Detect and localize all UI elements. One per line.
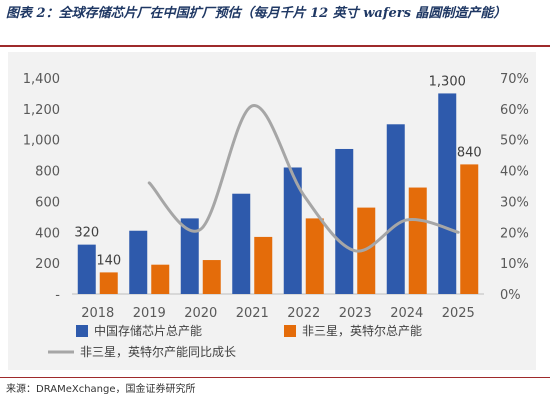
bar-total-2018 (77, 244, 96, 294)
bars-group (77, 93, 479, 295)
right-axis-ticks: 0% 10% 20% 30% 40% 50% 60% 70% (500, 72, 529, 303)
left-tick-label: 1,400 (23, 72, 60, 87)
x-axis-ticks: 2018 2019 2020 2021 2022 2023 2024 2025 (81, 306, 475, 321)
data-label: 140 (96, 253, 121, 268)
x-tick-label: 2022 (287, 306, 320, 321)
right-tick-label: 70% (500, 72, 529, 87)
legend-swatch-0 (76, 325, 88, 337)
legend-swatch-1 (284, 325, 296, 337)
bar-total-2021 (232, 193, 251, 294)
bar-total-2019 (129, 230, 148, 294)
bar-total-2022 (283, 167, 302, 294)
bar-non-samsung-2021 (254, 236, 273, 294)
bar-non-samsung-2024 (408, 187, 427, 294)
left-tick-label: 200 (35, 257, 60, 272)
bar-non-samsung-2025 (460, 164, 479, 294)
x-tick-label: 2021 (236, 306, 269, 321)
bar-non-samsung-2022 (305, 218, 324, 294)
bar-non-samsung-2019 (151, 264, 170, 294)
chart-title: 图表 2：全球存储芯片厂在中国扩厂预估（每月千片 12 英寸 wafers 晶圆… (6, 6, 507, 21)
data-label: 1,300 (429, 74, 466, 89)
x-tick-label: 2018 (81, 306, 114, 321)
right-tick-label: 0% (500, 288, 521, 303)
right-tick-label: 60% (500, 103, 529, 118)
right-tick-label: 20% (500, 226, 529, 241)
right-tick-label: 10% (500, 257, 529, 272)
bar-total-2023 (335, 148, 354, 294)
x-tick-label: 2025 (442, 306, 475, 321)
source-divider (0, 377, 550, 378)
x-tick-label: 2023 (339, 306, 372, 321)
bar-total-2025 (438, 93, 457, 294)
left-tick-label: 1,000 (23, 134, 60, 149)
bar-non-samsung-2020 (202, 260, 221, 294)
title-divider (0, 45, 550, 47)
chart-panel: - 200 400 600 800 1,000 1,200 1,400 0% 10% 20% 30%… (8, 52, 536, 370)
x-tick-label: 2020 (184, 306, 217, 321)
left-tick-label: - (55, 288, 60, 303)
left-axis-ticks: - 200 400 600 800 1,000 1,200 1,400 (23, 72, 61, 303)
data-label: 840 (457, 145, 482, 160)
left-tick-label: 400 (35, 226, 60, 241)
data-labels-group: 320 140 1,300 840 (74, 74, 481, 268)
legend-label-0: 中国存储芯片总产能 (94, 323, 202, 338)
left-tick-label: 800 (35, 165, 60, 180)
data-label: 320 (74, 226, 99, 241)
left-tick-label: 600 (35, 195, 60, 210)
bar-non-samsung-2023 (357, 207, 376, 294)
legend-label-1: 非三星，英特尔总产能 (302, 323, 422, 338)
right-tick-label: 40% (500, 165, 529, 180)
x-tick-label: 2024 (390, 306, 423, 321)
x-tick-label: 2019 (133, 306, 166, 321)
bar-total-2024 (386, 124, 405, 295)
line-series-group (147, 104, 460, 253)
right-tick-label: 30% (500, 195, 529, 210)
source-note: 来源：DRAMeXchange，国金证券研究所 (6, 384, 196, 395)
bar-total-2020 (180, 218, 199, 294)
bar-non-samsung-2018 (99, 272, 118, 294)
legend-label-2: 非三星，英特尔产能同比成长 (80, 344, 236, 359)
right-tick-label: 50% (500, 134, 529, 149)
left-tick-label: 1,200 (23, 103, 60, 118)
chart-svg: - 200 400 600 800 1,000 1,200 1,400 0% 10% 20% 30%… (23, 72, 529, 359)
